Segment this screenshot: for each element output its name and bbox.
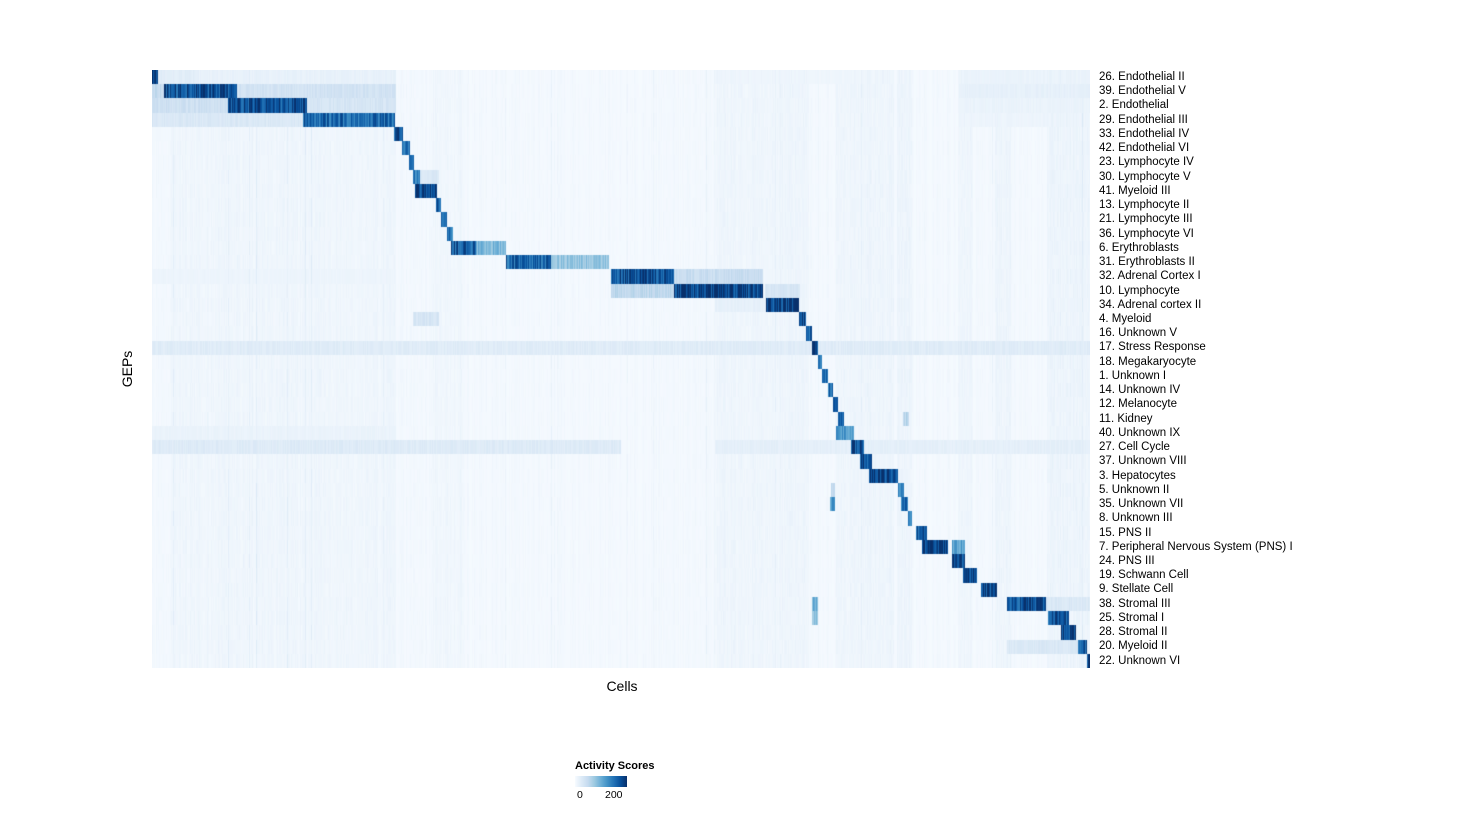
row-label: 20. Myeloid II xyxy=(1099,640,1168,653)
row-label: 7. Peripheral Nervous System (PNS) I xyxy=(1099,540,1293,553)
row-label: 6. Erythroblasts xyxy=(1099,241,1179,254)
row-label: 38. Stromal III xyxy=(1099,597,1171,610)
legend-title: Activity Scores xyxy=(575,760,655,772)
colorbar-max-label: 200 xyxy=(605,789,623,801)
row-label: 18. Megakaryocyte xyxy=(1099,355,1197,368)
row-label: 24. PNS III xyxy=(1099,554,1155,567)
row-label: 40. Unknown IX xyxy=(1099,426,1181,439)
y-axis-label: GEPs xyxy=(119,350,135,388)
row-label: 41. Myeloid III xyxy=(1099,184,1171,197)
row-label: 2. Endothelial xyxy=(1099,99,1169,112)
row-label: 22. Unknown VI xyxy=(1099,654,1181,667)
row-label: 25. Stromal I xyxy=(1099,611,1165,624)
row-label: 3. Hepatocytes xyxy=(1099,469,1176,482)
colorbar-min-label: 0 xyxy=(577,789,583,801)
row-label: 28. Stromal II xyxy=(1099,626,1168,639)
row-label: 8. Unknown III xyxy=(1099,512,1173,525)
colorbar-legend: Activity Scores 0 200 xyxy=(575,760,695,801)
row-label: 14. Unknown IV xyxy=(1099,384,1181,397)
row-label: 39. Endothelial V xyxy=(1099,85,1186,98)
row-label: 5. Unknown II xyxy=(1099,483,1170,496)
gep-row-labels: 26. Endothelial II 39. Endothelial V 2. En… xyxy=(1099,70,1293,668)
row-label: 4. Myeloid xyxy=(1099,312,1152,325)
row-label: 32. Adrenal Cortex I xyxy=(1099,270,1201,283)
row-label: 1. Unknown I xyxy=(1099,369,1167,382)
row-label: 21. Lymphocyte III xyxy=(1099,213,1193,226)
row-label: 15. PNS II xyxy=(1099,526,1152,539)
row-label: 11. Kidney xyxy=(1099,412,1153,425)
row-label: 36. Lymphocyte VI xyxy=(1099,227,1194,240)
row-label: 27. Cell Cycle xyxy=(1099,441,1170,454)
row-label: 16. Unknown V xyxy=(1099,327,1177,340)
row-label: 33. Endothelial IV xyxy=(1099,127,1190,140)
row-label: 35. Unknown VII xyxy=(1099,498,1184,511)
colorbar-ticks: 0 200 xyxy=(575,787,695,801)
row-label: 30. Lymphocyte V xyxy=(1099,170,1191,183)
x-axis-label: Cells xyxy=(606,678,638,694)
row-label: 42. Endothelial VI xyxy=(1099,142,1190,155)
row-label: 31. Erythroblasts II xyxy=(1099,256,1195,269)
heatmap-canvas xyxy=(152,70,1090,668)
row-label: 26. Endothelial II xyxy=(1099,71,1185,83)
row-label: 9. Stellate Cell xyxy=(1099,583,1174,596)
row-label: 13. Lymphocyte II xyxy=(1099,199,1190,212)
row-label: 19. Schwann Cell xyxy=(1099,569,1189,582)
row-label: 37. Unknown VIII xyxy=(1099,455,1187,468)
row-label: 17. Stress Response xyxy=(1099,341,1206,354)
row-label: 29. Endothelial III xyxy=(1099,113,1188,126)
colorbar-gradient xyxy=(575,776,627,787)
row-label: 23. Lymphocyte IV xyxy=(1099,156,1194,169)
row-label: 12. Melanocyte xyxy=(1099,398,1177,411)
row-label: 34. Adrenal cortex II xyxy=(1099,298,1202,311)
row-label: 10. Lymphocyte xyxy=(1099,284,1180,297)
